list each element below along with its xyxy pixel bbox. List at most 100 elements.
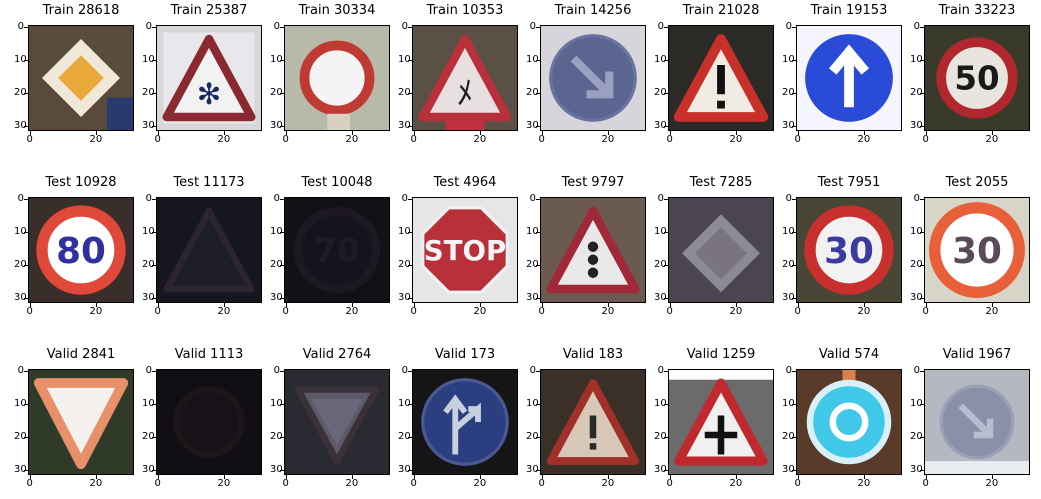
- svg-text:70: 70: [314, 232, 359, 270]
- x-tick-mark: [541, 131, 543, 135]
- y-tick-label: 0: [401, 192, 408, 204]
- y-tick-label: 20: [142, 86, 155, 98]
- stop-sign-icon: STOP: [412, 197, 518, 303]
- y-tick-mark: [536, 403, 540, 405]
- panel-title: Test 10048: [301, 175, 373, 190]
- panel-title: Test 4964: [433, 175, 497, 190]
- x-tick-label: 0: [282, 306, 289, 317]
- panel-title: Test 9797: [561, 175, 625, 190]
- x-tick-mark: [351, 131, 353, 135]
- x-tick-mark: [157, 131, 159, 135]
- x-tick-mark: [541, 475, 543, 479]
- y-tick-mark: [24, 436, 28, 438]
- y-tick-label: 20: [782, 258, 795, 270]
- y-tick-mark: [536, 59, 540, 61]
- y-tick-label: 0: [145, 20, 152, 32]
- svg-text:STOP: STOP: [424, 234, 506, 267]
- y-tick-mark: [24, 198, 28, 200]
- y-tick-label: 30: [654, 292, 667, 304]
- y-tick-mark: [152, 403, 156, 405]
- y-tick-mark: [664, 470, 668, 472]
- y-tick-label: 10: [270, 53, 283, 65]
- x-tick-mark: [351, 475, 353, 479]
- y-tick-label: 20: [14, 258, 27, 270]
- y-tick-label: 10: [654, 225, 667, 237]
- y-tick-label: 30: [142, 464, 155, 476]
- image-panel: Test 4964 STOP 0 10 20 30 0 20: [398, 175, 538, 323]
- y-tick-mark: [408, 264, 412, 266]
- y-tick-label: 10: [398, 225, 411, 237]
- x-tick-mark: [95, 303, 97, 307]
- x-tick-label: 20: [89, 306, 103, 317]
- x-tick-label: 0: [154, 478, 161, 489]
- y-tick-label: 0: [17, 20, 24, 32]
- y-tick-label: 10: [14, 397, 27, 409]
- panel-title: Train 33223: [938, 3, 1016, 18]
- y-tick-label: 20: [526, 86, 539, 98]
- y-tick-mark: [792, 403, 796, 405]
- panel-title: Test 10928: [45, 175, 117, 190]
- y-tick-label: 0: [17, 364, 24, 376]
- x-tick-mark: [29, 303, 31, 307]
- crossroads-warning-sign-icon: [668, 369, 774, 475]
- y-tick-label: 0: [145, 364, 152, 376]
- panel-title: Train 30334: [298, 3, 376, 18]
- y-tick-label: 30: [526, 292, 539, 304]
- y-tick-mark: [792, 436, 796, 438]
- image-panel: Train 33223 50 0 10 20 30 0 20: [910, 3, 1041, 151]
- y-tick-mark: [920, 126, 924, 128]
- image-panel: Train 28618 0 10 20 30 0 20: [14, 3, 154, 151]
- panel-title: Valid 173: [434, 347, 496, 362]
- y-tick-mark: [152, 198, 156, 200]
- panel-title: Valid 1259: [686, 347, 756, 362]
- panel-title: Train 10353: [426, 3, 504, 18]
- x-tick-mark: [991, 303, 993, 307]
- y-tick-label: 0: [17, 192, 24, 204]
- y-tick-label: 20: [14, 86, 27, 98]
- x-tick-label: 20: [217, 134, 231, 145]
- svg-text:50: 50: [954, 60, 999, 98]
- image-panel: Test 7951 30 0 10 20 30 0 20: [782, 175, 922, 323]
- y-tick-mark: [24, 370, 28, 372]
- image-panel: Train 14256 0 10 20 30 0 20: [526, 3, 666, 151]
- y-tick-label: 30: [142, 292, 155, 304]
- y-tick-label: 0: [273, 20, 280, 32]
- y-tick-mark: [792, 126, 796, 128]
- x-tick-mark: [735, 131, 737, 135]
- y-tick-label: 0: [529, 192, 536, 204]
- y-tick-label: 30: [14, 464, 27, 476]
- y-tick-mark: [280, 92, 284, 94]
- y-tick-mark: [536, 470, 540, 472]
- y-tick-label: 30: [270, 120, 283, 132]
- y-tick-label: 10: [782, 397, 795, 409]
- y-tick-label: 30: [270, 292, 283, 304]
- y-tick-mark: [664, 298, 668, 300]
- x-tick-label: 0: [666, 134, 673, 145]
- y-tick-label: 10: [142, 397, 155, 409]
- y-tick-mark: [408, 59, 412, 61]
- x-tick-mark: [95, 131, 97, 135]
- panel-title: Valid 574: [818, 347, 880, 362]
- panel-title: Valid 1113: [174, 347, 244, 362]
- y-tick-mark: [920, 470, 924, 472]
- y-tick-label: 10: [782, 53, 795, 65]
- x-tick-mark: [669, 303, 671, 307]
- y-tick-mark: [536, 264, 540, 266]
- x-tick-label: 20: [473, 306, 487, 317]
- svg-text:✻: ✻: [197, 77, 222, 111]
- svg-text:ﾒ: ﾒ: [457, 74, 473, 112]
- y-tick-label: 20: [270, 430, 283, 442]
- image-panel: Train 30334 0 10 20 30 0 20: [270, 3, 410, 151]
- y-tick-label: 0: [785, 364, 792, 376]
- y-tick-label: 30: [910, 292, 923, 304]
- image-panel: Train 10353 ﾒ 0 10 20 30 0 20: [398, 3, 538, 151]
- y-tick-mark: [536, 370, 540, 372]
- y-tick-label: 0: [657, 20, 664, 32]
- x-tick-mark: [157, 303, 159, 307]
- image-panel: Train 21028 0 10 20 30 0 20: [654, 3, 794, 151]
- x-tick-label: 20: [345, 306, 359, 317]
- panel-title: Test 2055: [945, 175, 1009, 190]
- y-tick-label: 20: [398, 258, 411, 270]
- y-tick-label: 30: [654, 464, 667, 476]
- x-tick-mark: [863, 475, 865, 479]
